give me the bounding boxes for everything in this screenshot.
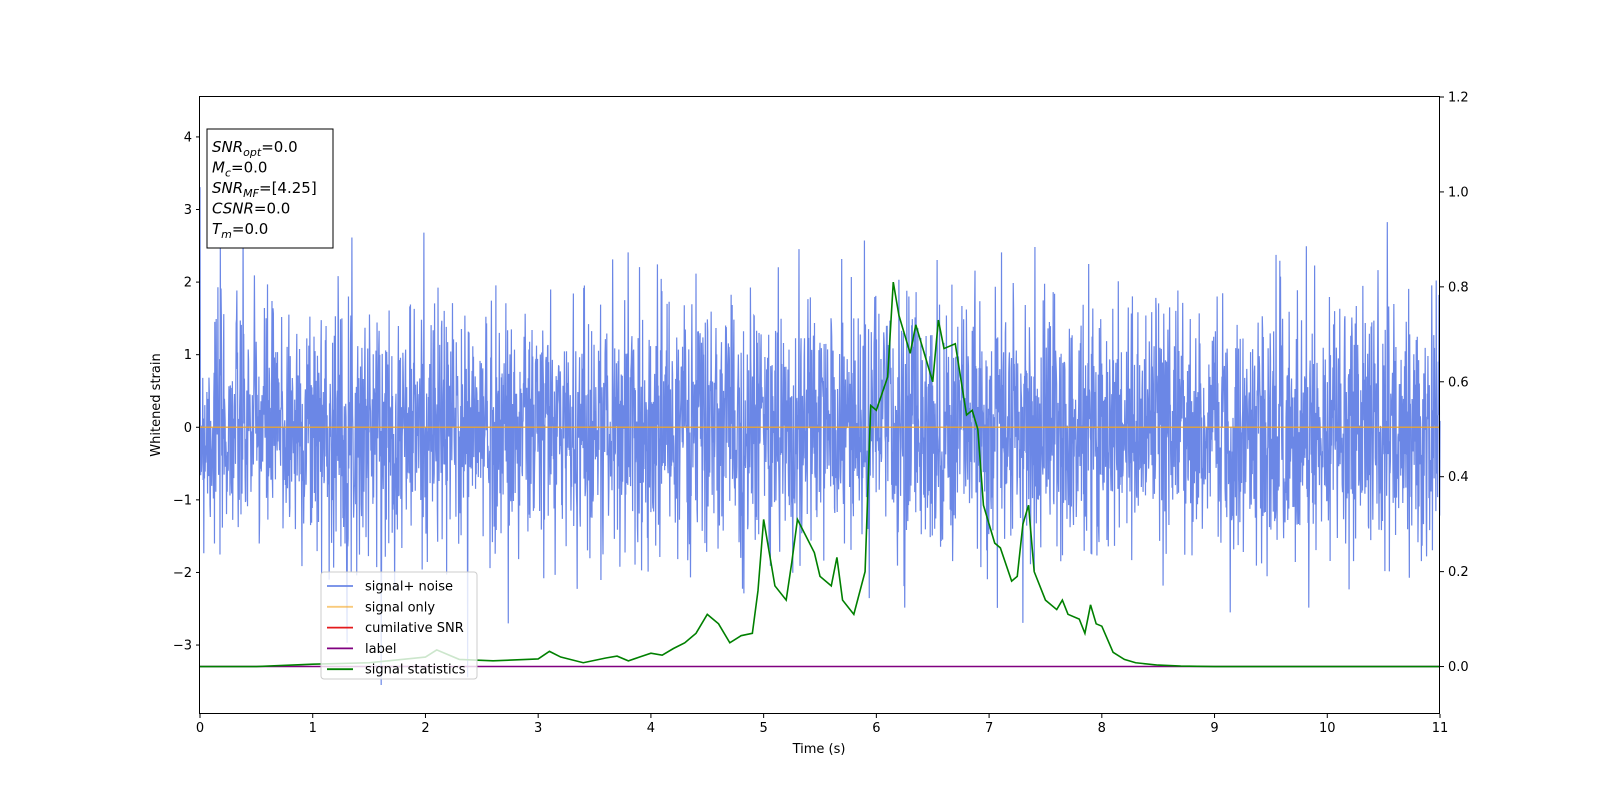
legend-label: cumilative SNR	[365, 621, 464, 636]
y-axis-label: Whitened strain	[149, 353, 164, 456]
x-tick-label: 11	[1432, 721, 1449, 736]
legend-label: signal only	[365, 600, 435, 615]
x-tick-label: 9	[1210, 721, 1218, 736]
right-y-tick-label: 1.0	[1448, 185, 1469, 200]
left-y-tick-label: 4	[184, 130, 192, 145]
x-axis-label: Time (s)	[792, 742, 846, 757]
legend-label: signal statistics	[365, 663, 466, 678]
info-line: Mc=0.0	[212, 159, 267, 180]
info-line: CSNR=0.0	[212, 200, 290, 218]
left-y-tick-label: 0	[184, 421, 192, 436]
right-y-tick-label: 1.2	[1448, 91, 1469, 106]
signal-statistics-series	[200, 281, 1440, 668]
left-y-tick-label: −1	[173, 493, 192, 508]
left-y-tick-label: 3	[184, 203, 192, 218]
right-y-tick-label: 0.2	[1448, 565, 1469, 580]
x-tick-label: 1	[309, 721, 317, 736]
left-y-tick-label: −3	[173, 639, 192, 654]
legend: signal+ noise signal only cumilative SNR la…	[320, 571, 478, 680]
x-axis: 0 1 2 3 4 5 6 7 8 9 10 11	[196, 714, 1448, 736]
x-tick-label: 2	[421, 721, 429, 736]
info-line: SNRMF=[4.25]	[212, 179, 317, 200]
x-tick-label: 5	[759, 721, 767, 736]
x-tick-label: 7	[985, 721, 993, 736]
right-y-tick-label: 0.4	[1448, 470, 1469, 485]
left-y-axis: −3 −2 −1 0 1 2 3 4	[173, 130, 200, 654]
axes-frame	[199, 96, 1440, 714]
right-y-tick-label: 0.6	[1448, 375, 1469, 390]
right-y-axis: 0.0 0.2 0.4 0.6 0.8 1.0 1.2	[1440, 91, 1469, 675]
signal-noise-series	[199, 187, 1441, 685]
x-tick-label: 8	[1098, 721, 1106, 736]
info-line: Tm=0.0	[212, 220, 268, 241]
x-tick-label: 6	[872, 721, 880, 736]
left-y-tick-label: −2	[173, 566, 192, 581]
x-tick-label: 3	[534, 721, 542, 736]
info-line: SNRopt=0.0	[212, 138, 298, 159]
x-tick-label: 0	[196, 721, 204, 736]
x-tick-label: 4	[647, 721, 655, 736]
left-y-tick-label: 2	[184, 276, 192, 291]
legend-label: label	[365, 642, 396, 657]
left-y-tick-label: 1	[184, 348, 192, 363]
legend-label: signal+ noise	[365, 580, 453, 595]
right-y-tick-label: 0.8	[1448, 280, 1469, 295]
x-tick-label: 10	[1319, 721, 1336, 736]
right-y-tick-label: 0.0	[1448, 660, 1469, 675]
